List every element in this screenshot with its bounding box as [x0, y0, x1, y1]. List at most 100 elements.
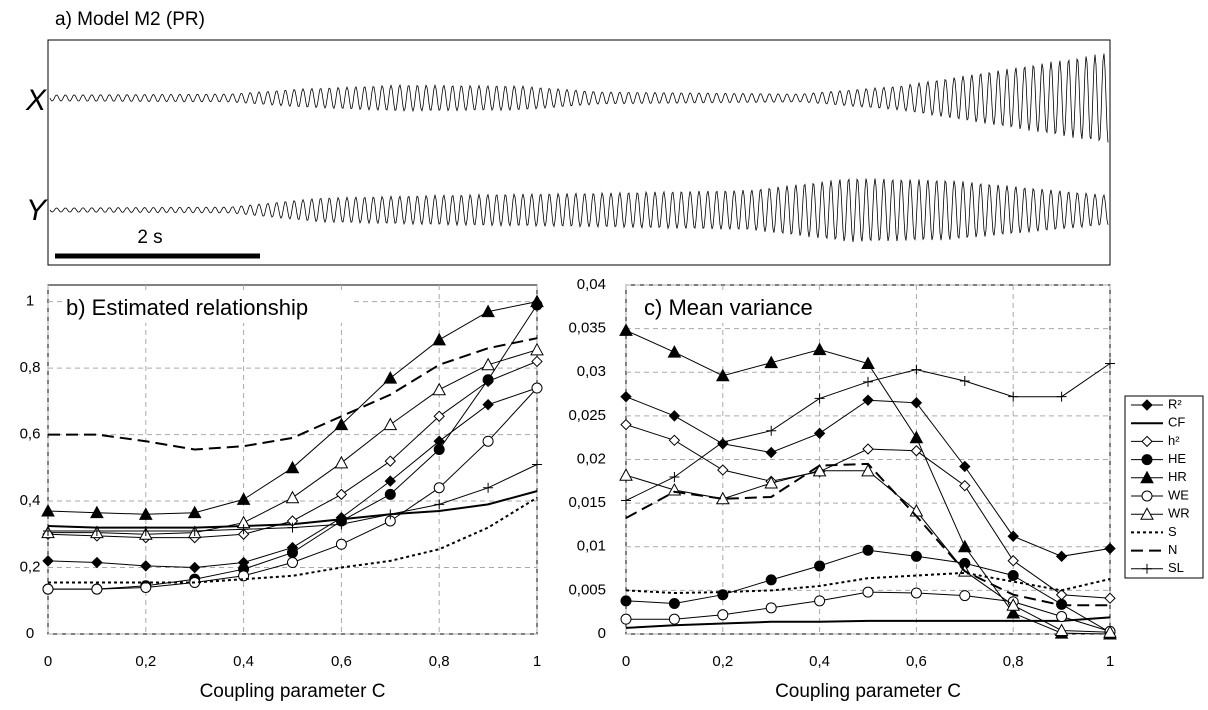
legend-marker	[1140, 470, 1154, 484]
x-tick-label: 0,2	[712, 653, 733, 670]
data-point	[814, 393, 825, 404]
data-point	[814, 560, 826, 572]
y-tick-label: 0,8	[20, 359, 41, 376]
data-point	[384, 475, 397, 487]
signal-trace	[49, 53, 1109, 143]
data-point	[910, 397, 923, 409]
data-point	[287, 557, 298, 569]
legend-label: HR	[1168, 469, 1187, 484]
y-tick-label: 0,02	[577, 450, 606, 467]
data-point	[765, 602, 777, 614]
data-point	[1105, 358, 1115, 369]
data-point	[334, 417, 349, 431]
data-point	[1055, 550, 1068, 563]
data-point	[715, 368, 730, 382]
data-point	[669, 471, 680, 482]
data-point	[911, 364, 922, 375]
legend-label: SL	[1168, 560, 1184, 575]
y-tick-label: 0,03	[577, 363, 606, 380]
legend-marker	[1142, 563, 1152, 574]
scale-bar-label: 2 s	[137, 227, 162, 248]
data-point	[187, 505, 202, 519]
y-tick-label: 0,2	[20, 558, 41, 575]
data-point	[668, 410, 681, 422]
data-point	[287, 522, 298, 533]
data-point	[433, 410, 445, 422]
data-point	[91, 525, 102, 536]
data-point	[433, 444, 445, 456]
y-tick-label: 0,01	[577, 538, 606, 555]
data-point	[285, 490, 300, 504]
data-point	[384, 488, 396, 500]
title-box	[640, 293, 836, 323]
data-point	[1054, 623, 1069, 637]
chart-title: c) Mean variance	[644, 295, 813, 320]
legend-label: CF	[1168, 415, 1185, 430]
data-point	[812, 463, 827, 477]
data-point	[717, 589, 729, 601]
data-point	[481, 357, 495, 371]
x-tick-label: 0	[44, 653, 52, 670]
y-tick-label: 0,035	[568, 320, 606, 337]
legend-label: h²	[1168, 433, 1180, 448]
data-point	[90, 505, 104, 519]
data-point	[482, 435, 494, 447]
data-point	[41, 503, 55, 517]
data-point	[42, 555, 54, 567]
data-point	[764, 355, 779, 369]
legend-label: R²	[1168, 396, 1182, 411]
x-tick-label: 0,4	[233, 653, 254, 670]
series-line	[625, 462, 1110, 607]
x-tick-label: 0,6	[331, 653, 352, 670]
data-point	[91, 556, 103, 569]
data-point	[335, 488, 348, 501]
data-point	[812, 342, 827, 356]
data-point	[620, 390, 632, 403]
data-point	[140, 560, 152, 572]
data-point	[619, 468, 633, 481]
data-point	[766, 425, 777, 436]
x-tick-label: 0,2	[135, 653, 156, 670]
data-point	[814, 595, 826, 607]
data-point	[188, 561, 201, 574]
signal-label: X	[25, 84, 47, 117]
legend-marker	[1141, 454, 1153, 466]
data-point	[1104, 542, 1116, 555]
data-point	[910, 550, 922, 562]
data-point	[530, 294, 544, 308]
data-point	[909, 430, 924, 444]
signal-trace	[49, 178, 1109, 242]
legend-marker	[1141, 435, 1153, 448]
data-point	[717, 464, 729, 476]
data-point	[140, 525, 151, 536]
data-point	[621, 495, 631, 506]
legend-label: WE	[1168, 487, 1189, 502]
y-tick-label: 0,6	[20, 426, 41, 443]
y-tick-label: 0,025	[568, 407, 606, 424]
legend-label: WR	[1168, 506, 1190, 521]
data-point	[1007, 570, 1019, 582]
data-point	[432, 332, 447, 346]
data-point	[1006, 598, 1021, 611]
x-tick-label: 0,6	[906, 653, 927, 670]
data-point	[620, 418, 632, 431]
data-point	[482, 374, 494, 386]
data-point	[385, 509, 396, 520]
x-tick-label: 0,8	[429, 653, 450, 670]
legend-frame	[1124, 395, 1204, 579]
y-tick-label: 0,4	[20, 492, 41, 509]
data-point	[482, 398, 494, 411]
data-point	[432, 382, 447, 396]
data-point	[530, 342, 544, 356]
data-point	[483, 482, 494, 493]
data-point	[957, 539, 972, 553]
data-point	[619, 323, 633, 336]
data-point	[42, 583, 54, 595]
data-point	[959, 479, 971, 492]
data-point	[959, 590, 971, 602]
data-point	[910, 445, 923, 457]
data-point	[861, 356, 875, 370]
data-point	[140, 581, 152, 593]
data-point	[1104, 592, 1116, 604]
data-point	[668, 597, 680, 609]
